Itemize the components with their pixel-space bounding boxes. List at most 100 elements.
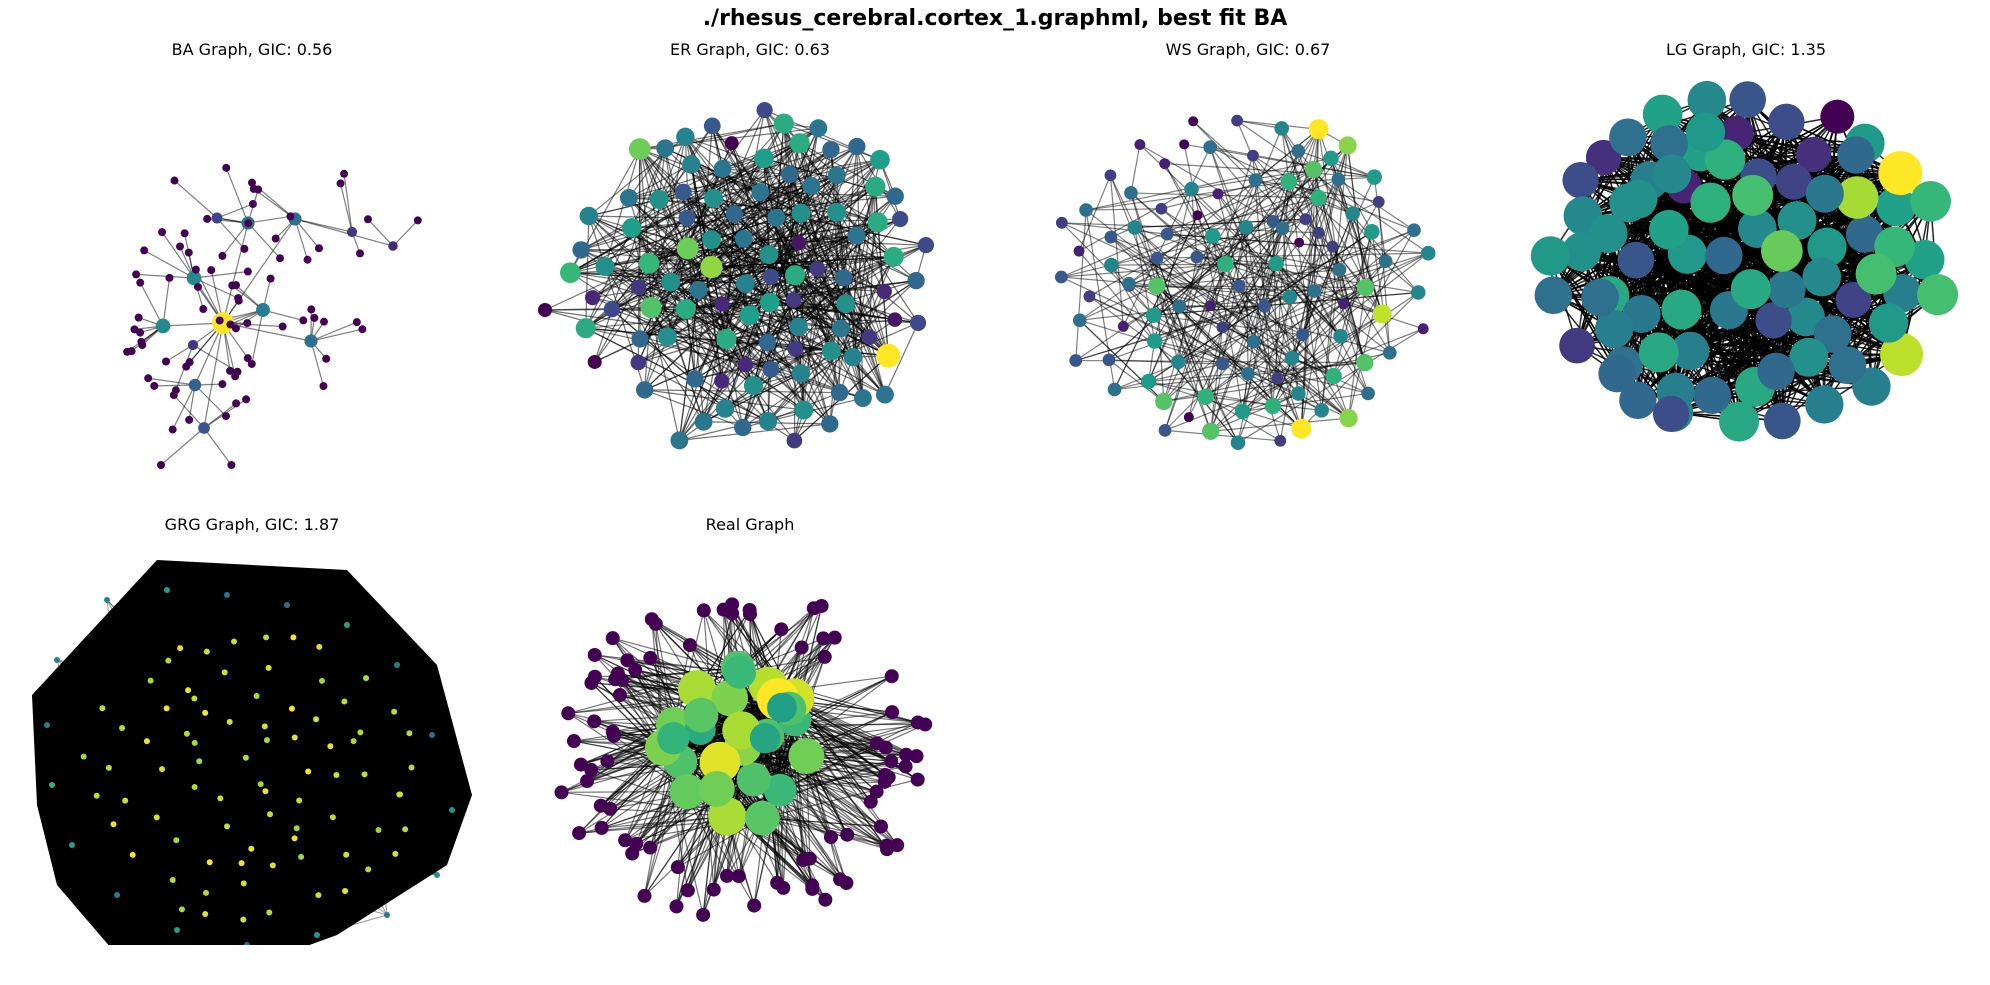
graph-edge — [243, 868, 369, 884]
graph-node — [184, 248, 193, 257]
graph-edge — [241, 827, 297, 864]
graph-node — [1264, 397, 1282, 415]
graph-node — [1216, 357, 1229, 371]
graph-node — [256, 303, 270, 317]
graph-edge — [1166, 197, 1319, 235]
graph-edge — [1061, 168, 1314, 278]
graph-edge — [378, 829, 388, 916]
graph-edge — [256, 695, 266, 727]
graph-edge — [291, 624, 348, 709]
graph-node — [1904, 239, 1945, 280]
graph-node — [630, 279, 647, 296]
graph-edge — [198, 761, 221, 799]
graph-edge — [631, 227, 854, 358]
graph-edge — [318, 646, 345, 702]
graph-node — [159, 766, 166, 773]
graph-edge — [345, 741, 355, 855]
graph-node — [595, 257, 615, 277]
graph-node — [1364, 224, 1380, 240]
graph-node — [1102, 353, 1116, 367]
graph-edge — [611, 168, 724, 310]
graph-node — [1299, 213, 1312, 226]
graph-node — [724, 136, 739, 151]
er-graph-panel: ER Graph, GIC: 0.63 — [515, 40, 985, 470]
graph-node — [1314, 403, 1329, 418]
graph-edge — [404, 767, 413, 830]
graph-edge — [679, 423, 830, 441]
graph-node — [240, 880, 247, 887]
graph-edge — [816, 159, 881, 269]
graph-edge — [321, 664, 398, 682]
graph-node — [1876, 186, 1916, 227]
graph-node — [336, 179, 345, 188]
graph-edge — [398, 767, 412, 795]
graph-edge — [793, 348, 796, 441]
graph-node — [643, 840, 658, 855]
graph-edge — [650, 211, 837, 309]
graph-node — [1356, 278, 1375, 297]
graph-edge — [685, 142, 801, 310]
graph-edge — [378, 734, 433, 831]
graph-node — [584, 762, 599, 777]
graph-node — [44, 722, 50, 728]
graph-node — [384, 912, 390, 918]
graph-edge — [246, 828, 298, 945]
graph-node — [594, 820, 609, 835]
graph-edge — [294, 646, 320, 738]
graph-edge — [648, 262, 705, 422]
graph-edge — [108, 767, 174, 881]
graph-node — [1366, 169, 1383, 185]
graph-edge — [332, 793, 401, 818]
graph-edge — [233, 641, 268, 741]
graph-edge — [291, 708, 309, 772]
graph-edge — [51, 784, 97, 797]
graph-edge — [293, 636, 395, 713]
graph-node — [1202, 422, 1220, 440]
graph-node — [1670, 331, 1710, 371]
graph-node — [670, 860, 685, 875]
graph-edge — [335, 774, 379, 831]
graph-edge — [592, 297, 772, 370]
node-group — [1054, 114, 1436, 450]
graph-edge — [203, 427, 232, 466]
graph-edge — [330, 732, 410, 747]
graph-edge — [233, 641, 293, 709]
graph-node — [1652, 154, 1692, 194]
graph-edge — [265, 637, 323, 682]
graph-edge — [1154, 179, 1257, 342]
graph-node — [266, 811, 273, 818]
graph-edge — [378, 829, 396, 855]
graph-node — [839, 875, 854, 890]
graph-edge — [266, 701, 345, 741]
graph-node — [150, 381, 159, 390]
graph-edge — [139, 282, 164, 327]
graph-node — [1917, 274, 1959, 316]
graph-node — [802, 176, 821, 195]
graph-edge — [116, 894, 183, 910]
graph-node — [1345, 206, 1360, 221]
graph-node — [319, 317, 328, 326]
graph-edge — [146, 680, 152, 742]
graph-edge — [146, 741, 158, 818]
graph-edge — [245, 757, 302, 858]
graph-node — [572, 826, 587, 841]
graph-node — [1246, 149, 1259, 162]
graph-edge — [224, 671, 345, 702]
graph-edge — [108, 767, 221, 799]
graph-edge — [292, 637, 296, 738]
graph-edge — [243, 771, 309, 884]
graph-edge — [269, 814, 318, 936]
graph-edge — [318, 794, 400, 896]
graph-node — [114, 892, 120, 898]
graph-edge — [365, 677, 412, 768]
graph-edge — [172, 813, 271, 881]
graph-node — [739, 305, 760, 326]
graph-edge — [124, 698, 195, 801]
graph-edge — [193, 270, 248, 279]
graph-edge — [205, 708, 292, 714]
graph-edge — [643, 714, 702, 897]
graph-node — [566, 734, 581, 749]
graph-edge — [101, 708, 110, 768]
graph-node — [840, 827, 855, 842]
graph-edge — [172, 879, 207, 894]
